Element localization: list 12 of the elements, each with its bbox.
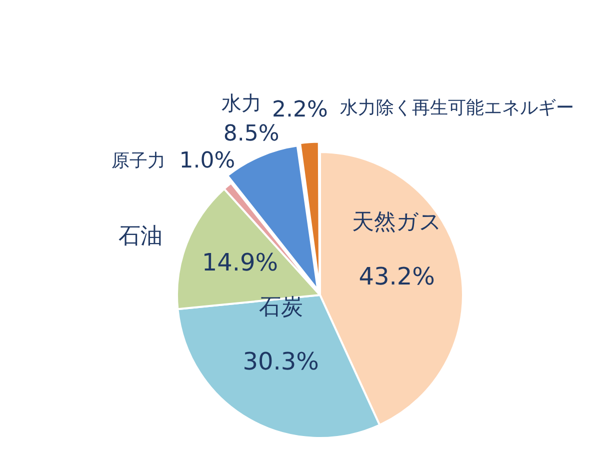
- slice-label: 石油: [118, 224, 163, 249]
- slice-label: 原子力: [111, 150, 166, 172]
- slice-label: 水力除く再生可能エネルギー: [340, 98, 574, 119]
- data-label: 14.9%: [202, 248, 278, 276]
- data-label: 1.0%: [179, 148, 236, 174]
- data-label: 43.2%: [358, 262, 435, 290]
- slice-label: 水力: [221, 90, 262, 115]
- slice-label: 石炭: [258, 294, 303, 320]
- data-label: 30.3%: [242, 347, 319, 376]
- data-label: 8.5%: [223, 121, 280, 146]
- slice-label: 天然ガス: [352, 210, 442, 235]
- data-label: 2.2%: [272, 98, 328, 123]
